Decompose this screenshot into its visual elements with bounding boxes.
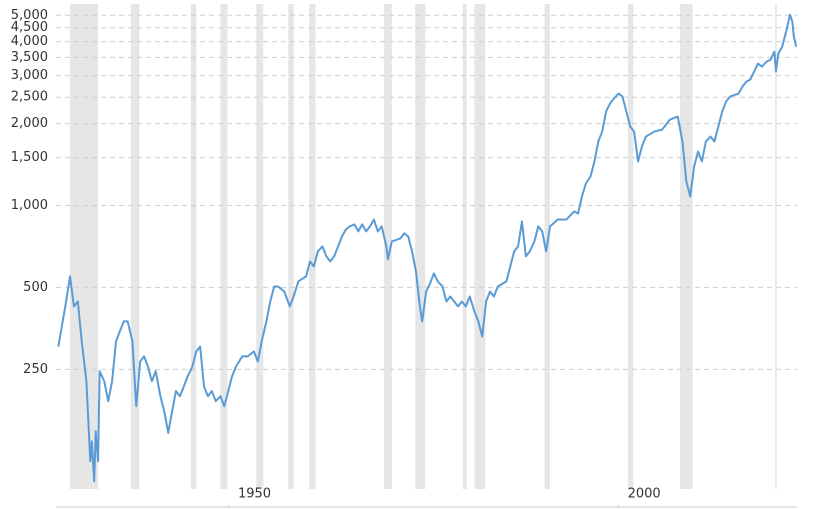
recession-band: [474, 4, 486, 489]
y-tick-label: 3,500: [11, 50, 48, 65]
y-tick-label: 500: [23, 280, 48, 295]
recession-band: [309, 4, 316, 489]
y-tick-label: 2,500: [11, 90, 48, 105]
recession-band: [256, 4, 264, 489]
recession-band: [627, 4, 634, 489]
recession-band: [680, 4, 693, 489]
recession-band: [384, 4, 392, 489]
recession-band: [220, 4, 228, 489]
y-tick-label: 4,000: [11, 34, 48, 49]
price-line: [57, 13, 798, 483]
y-tick-label: 5,000: [11, 8, 48, 23]
y-tick-label: 250: [23, 362, 48, 377]
recession-band: [190, 4, 197, 489]
y-tick-label: 2,000: [11, 116, 48, 131]
recession-band: [288, 4, 294, 489]
y-tick-label: 4,500: [11, 20, 48, 35]
recession-band: [130, 4, 140, 489]
y-tick-label: 1,500: [11, 150, 48, 165]
x-tick-label: 1950: [238, 487, 271, 502]
x-tick-label: 2000: [628, 487, 661, 502]
recession-band: [70, 4, 99, 489]
recession-band: [775, 4, 777, 489]
recession-band: [415, 4, 426, 489]
y-tick-label: 1,000: [11, 198, 48, 213]
y-tick-label: 3,000: [11, 68, 48, 83]
recession-band: [462, 4, 467, 489]
